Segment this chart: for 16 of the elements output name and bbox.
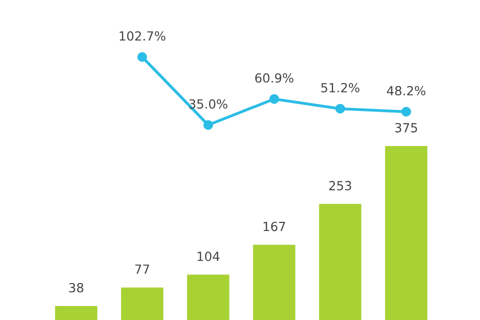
data-label: 38 xyxy=(69,282,84,292)
point xyxy=(335,104,346,114)
data-label: 375 xyxy=(395,123,418,132)
point xyxy=(203,120,214,130)
data-label: 35.0% xyxy=(189,99,228,109)
data-label: 102.7% xyxy=(120,31,166,41)
point xyxy=(137,52,148,62)
data-label: 253 xyxy=(329,180,352,190)
point xyxy=(401,106,412,117)
data-label: 60.9% xyxy=(255,73,294,83)
point xyxy=(269,94,280,104)
data-label: 167 xyxy=(264,222,286,232)
data-label: 51.2% xyxy=(321,82,360,92)
data-label: 48.2% xyxy=(386,86,426,96)
data-label: 104 xyxy=(198,252,220,262)
data-label: 77 xyxy=(135,264,150,274)
